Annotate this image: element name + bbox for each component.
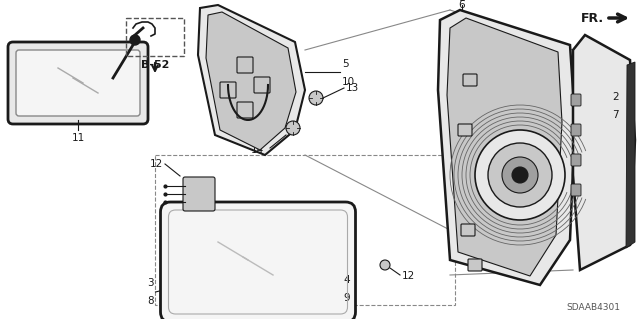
Polygon shape — [206, 12, 296, 150]
FancyBboxPatch shape — [16, 50, 140, 116]
FancyBboxPatch shape — [237, 57, 253, 73]
Text: 6: 6 — [459, 0, 465, 10]
Text: 8: 8 — [147, 296, 154, 306]
FancyBboxPatch shape — [571, 184, 581, 196]
FancyBboxPatch shape — [571, 124, 581, 136]
Text: 13: 13 — [346, 83, 359, 93]
FancyBboxPatch shape — [571, 154, 581, 166]
Circle shape — [309, 91, 323, 105]
Circle shape — [502, 157, 538, 193]
Circle shape — [488, 143, 552, 207]
FancyBboxPatch shape — [161, 202, 355, 319]
Text: 12: 12 — [402, 271, 415, 281]
FancyBboxPatch shape — [468, 259, 482, 271]
FancyBboxPatch shape — [220, 82, 236, 98]
Text: SDAAB4301: SDAAB4301 — [566, 303, 620, 312]
Circle shape — [130, 35, 140, 45]
Text: 2: 2 — [612, 92, 619, 102]
Polygon shape — [626, 62, 635, 248]
Text: 11: 11 — [72, 133, 84, 143]
Text: FR.: FR. — [581, 11, 604, 25]
Text: 1: 1 — [459, 0, 465, 3]
Text: 14: 14 — [251, 145, 264, 155]
Circle shape — [380, 260, 390, 270]
Circle shape — [475, 130, 565, 220]
Text: 10: 10 — [342, 77, 355, 87]
Text: 4: 4 — [344, 275, 350, 285]
Polygon shape — [198, 5, 305, 155]
Text: 7: 7 — [612, 110, 619, 120]
FancyBboxPatch shape — [254, 77, 270, 93]
FancyBboxPatch shape — [458, 124, 472, 136]
Circle shape — [286, 121, 300, 135]
FancyBboxPatch shape — [461, 224, 475, 236]
FancyBboxPatch shape — [463, 74, 477, 86]
Polygon shape — [438, 10, 575, 285]
Text: 12: 12 — [150, 159, 163, 169]
Text: 3: 3 — [147, 278, 154, 288]
FancyBboxPatch shape — [8, 42, 148, 124]
FancyBboxPatch shape — [237, 102, 253, 118]
Text: 5: 5 — [342, 59, 349, 69]
FancyBboxPatch shape — [183, 177, 215, 211]
FancyBboxPatch shape — [571, 94, 581, 106]
Polygon shape — [573, 35, 635, 270]
Text: 9: 9 — [344, 293, 350, 303]
Text: B-52: B-52 — [141, 60, 169, 70]
Circle shape — [512, 167, 528, 183]
Polygon shape — [447, 18, 562, 276]
